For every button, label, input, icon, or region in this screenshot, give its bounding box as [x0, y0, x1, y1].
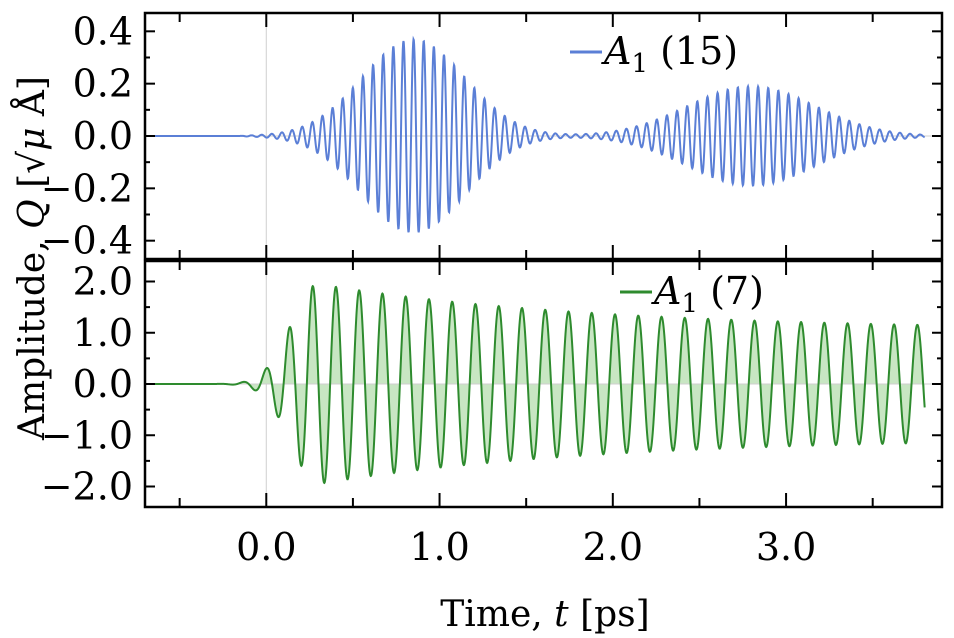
- y-tick-label: −0.4: [41, 219, 133, 263]
- legend-label-a1-15: A1 (15): [601, 29, 738, 79]
- x-tick-label: 3.0: [756, 525, 816, 569]
- series-fill-a1-7: [146, 286, 925, 483]
- y-tick-label: −1.0: [41, 413, 133, 457]
- y-tick-label: 0.4: [73, 9, 133, 53]
- top-ticks: [145, 13, 942, 259]
- x-tick-label: 2.0: [583, 525, 643, 569]
- y-tick-label: −2.0: [41, 465, 133, 509]
- y-tick-label: −0.2: [41, 166, 133, 210]
- x-tick-labels: 0.0 1.0 2.0 3.0: [236, 525, 816, 569]
- y-tick-label: 1.0: [73, 311, 133, 355]
- y-axis-label: Amplitude, Q [√μ Å]: [11, 76, 53, 441]
- series-line-a1-15: [146, 35, 925, 233]
- y-tick-label: 0.0: [73, 362, 133, 406]
- top-panel: −0.4 −0.2 0.0 0.2 0.4 A1 (15): [41, 9, 944, 263]
- legend-bottom: A1 (7): [620, 269, 764, 319]
- legend-label-a1-7: A1 (7): [651, 269, 764, 319]
- x-axis-label: Time, t [ps]: [440, 594, 649, 635]
- top-y-tick-labels: −0.4 −0.2 0.0 0.2 0.4: [41, 9, 133, 262]
- x-tick-label: 0.0: [236, 525, 296, 569]
- y-tick-label: 0.2: [73, 62, 133, 106]
- x-tick-label: 1.0: [409, 525, 469, 569]
- bottom-ticks: [145, 261, 942, 507]
- bottom-y-tick-labels: −2.0 −1.0 0.0 1.0 2.0: [41, 260, 133, 509]
- series-line-a1-7: [146, 284, 926, 485]
- y-tick-label: 2.0: [73, 260, 133, 304]
- y-tick-label: 0.0: [73, 114, 133, 158]
- legend-top: A1 (15): [570, 29, 738, 79]
- bottom-panel: −2.0 −1.0 0.0 1.0 2.0 0.0 1.0 2.0 3.0 A1 (7): [41, 260, 944, 569]
